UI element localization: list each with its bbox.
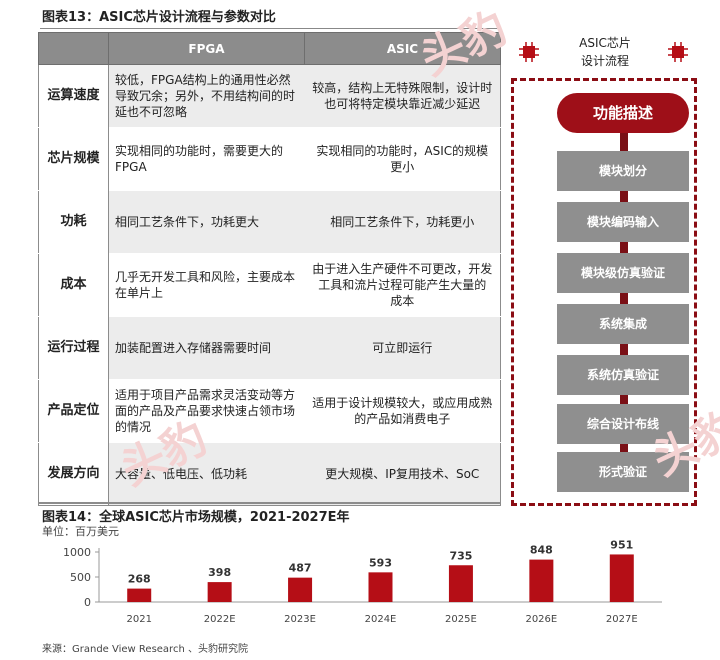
bar-value-label: 487 xyxy=(289,562,312,575)
fpga-cell: 实现相同的功能时，需要更大的FPGA xyxy=(108,127,305,191)
flow-step: 形式验证 xyxy=(557,452,689,492)
row-label: 芯片规模 xyxy=(38,127,109,191)
fpga-cell: 加装配置进入存储器需要时间 xyxy=(108,316,305,380)
table-row: 发展方向 大容量、低电压、低功耗 更大规模、IP复用技术、SoC xyxy=(38,442,501,506)
header-fpga: FPGA xyxy=(108,32,305,65)
bar-value-label: 593 xyxy=(369,556,392,569)
x-tick-label: 2025E xyxy=(445,614,477,625)
chip-icon xyxy=(519,42,539,62)
bar-value-label: 398 xyxy=(208,566,231,579)
flow-step: 模块编码输入 xyxy=(557,202,689,242)
bar xyxy=(288,577,313,602)
bar-value-label: 735 xyxy=(449,549,472,562)
flow-dashed-frame xyxy=(511,78,697,506)
flow-step: 系统集成 xyxy=(557,304,689,344)
y-tick-label: 500 xyxy=(70,571,91,584)
fpga-cell: 几乎无开发工具和风险，主要成本在单片上 xyxy=(108,253,305,317)
fpga-cell: 较低，FPGA结构上的通用性必然导致冗余；另外，不用结构间的时延也不可忽略 xyxy=(108,64,305,128)
asic-cell: 实现相同的功能时，ASIC的规模更小 xyxy=(304,127,501,191)
x-tick-label: 2023E xyxy=(284,614,316,625)
table-row: 运行过程 加装配置进入存储器需要时间 可立即运行 xyxy=(38,316,501,380)
flow-spine xyxy=(620,118,628,484)
bar xyxy=(368,572,393,602)
row-label: 运行过程 xyxy=(38,316,109,380)
bar-value-label: 951 xyxy=(610,538,633,551)
x-tick-label: 2026E xyxy=(525,614,557,625)
fpga-cell: 适用于项目产品需求灵活变动等方面的产品及产品要求快速占领市场的情况 xyxy=(108,379,305,443)
figure14-title: 图表14：全球ASIC芯片市场规模，2021-2027E年 xyxy=(42,510,350,525)
flow-heading: ASIC芯片 设计流程 xyxy=(560,34,650,70)
x-tick-label: 2021 xyxy=(126,614,151,625)
chip-icon xyxy=(668,42,688,62)
bar xyxy=(207,582,232,602)
fpga-cell: 大容量、低电压、低功耗 xyxy=(108,442,305,506)
x-tick-label: 2027E xyxy=(606,614,638,625)
bar xyxy=(529,559,554,602)
comparison-table: FPGA ASIC 运算速度 较低，FPGA结构上的通用性必然导致冗余；另外，不… xyxy=(38,32,501,506)
asic-cell: 较高，结构上无特殊限制，设计时也可将特定模块靠近减少延迟 xyxy=(304,64,501,128)
table-header-row: FPGA ASIC xyxy=(38,32,501,65)
asic-cell: 可立即运行 xyxy=(304,316,501,380)
x-tick-label: 2024E xyxy=(365,614,397,625)
table-row: 成本 几乎无开发工具和风险，主要成本在单片上 由于进入生产硬件不可更改，开发工具… xyxy=(38,253,501,317)
table-row: 功耗 相同工艺条件下，功耗更大 相同工艺条件下，功耗更小 xyxy=(38,190,501,254)
flow-step: 综合设计布线 xyxy=(557,404,689,444)
table-row: 运算速度 较低，FPGA结构上的通用性必然导致冗余；另外，不用结构间的时延也不可… xyxy=(38,64,501,128)
bar-value-label: 848 xyxy=(530,544,553,557)
table-row: 产品定位 适用于项目产品需求灵活变动等方面的产品及产品要求快速占领市场的情况 适… xyxy=(38,379,501,443)
asic-cell: 由于进入生产硬件不可更改，开发工具和流片过程可能产生大量的 成本 xyxy=(304,253,501,317)
bar xyxy=(448,565,473,602)
bar xyxy=(609,554,634,602)
header-blank xyxy=(38,32,109,65)
table-bottom-rule xyxy=(38,502,500,504)
flow-start-pill: 功能描述 xyxy=(557,93,689,133)
row-label: 产品定位 xyxy=(38,379,109,443)
figure13-title: 图表13：ASIC芯片设计流程与参数对比 xyxy=(42,10,276,25)
asic-cell: 相同工艺条件下，功耗更小 xyxy=(304,190,501,254)
flow-step: 模块划分 xyxy=(557,151,689,191)
header-asic: ASIC xyxy=(304,32,501,65)
x-tick-label: 2022E xyxy=(204,614,236,625)
row-label: 功耗 xyxy=(38,190,109,254)
table-row: 芯片规模 实现相同的功能时，需要更大的FPGA 实现相同的功能时，ASIC的规模… xyxy=(38,127,501,191)
bar-value-label: 268 xyxy=(128,573,151,586)
asic-cell: 适用于设计规模较大，或应用成熟的产品如消费电子 xyxy=(304,379,501,443)
bar-chart: 0 500 1000 268 2021 398 2022E 487 2023E 593 2024E 7… xyxy=(63,538,662,625)
y-tick-label: 1000 xyxy=(63,546,91,559)
fpga-cell: 相同工艺条件下，功耗更大 xyxy=(108,190,305,254)
row-label: 运算速度 xyxy=(38,64,109,128)
asic-cell: 更大规模、IP复用技术、SoC xyxy=(304,442,501,506)
source-note: 来源：Grande View Research 、头豹研究院 xyxy=(42,644,248,655)
bar xyxy=(127,588,152,602)
y-tick-label: 0 xyxy=(84,596,91,609)
row-label: 发展方向 xyxy=(38,442,109,506)
flow-step: 系统仿真验证 xyxy=(557,355,689,395)
flow-heading-line2: 设计流程 xyxy=(580,54,629,68)
row-label: 成本 xyxy=(38,253,109,317)
title-divider xyxy=(40,28,498,29)
flow-heading-line1: ASIC芯片 xyxy=(579,36,631,50)
flow-step: 模块级仿真验证 xyxy=(557,253,689,293)
chart-unit: 单位：百万美元 xyxy=(42,525,119,538)
